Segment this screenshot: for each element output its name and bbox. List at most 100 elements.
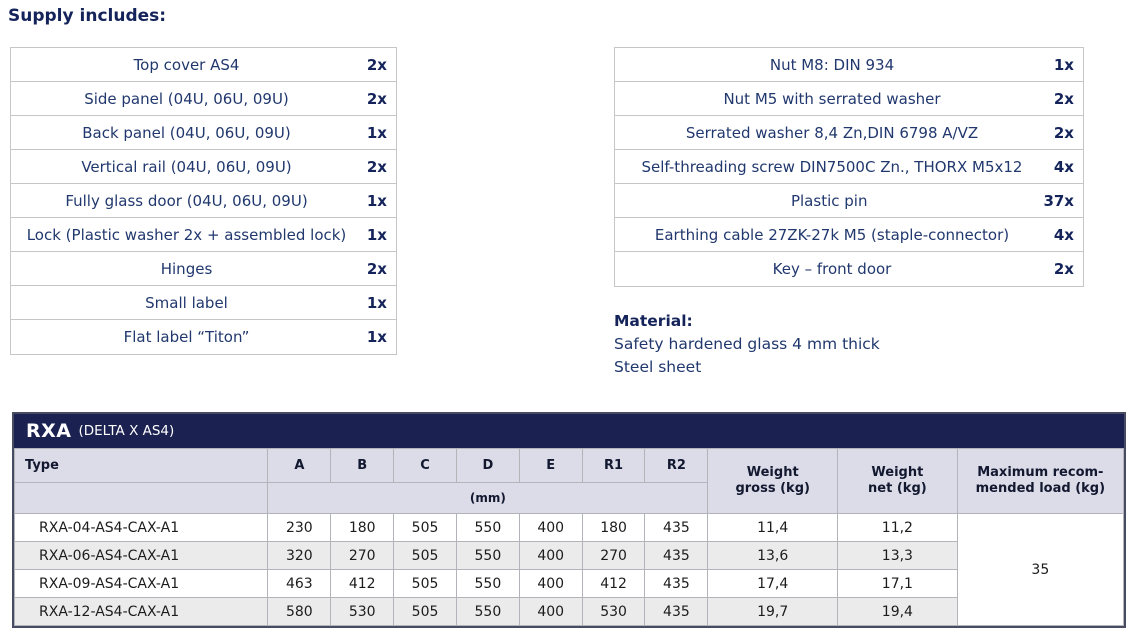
- spec-table-subtitle: (DELTA X AS4): [78, 423, 175, 439]
- material-line: Safety hardened glass 4 mm thick: [614, 335, 880, 353]
- supply-item-row: Side panel (04U, 06U, 09U) 2x: [11, 82, 396, 116]
- spec-cell: 320: [267, 541, 332, 570]
- supply-item-qty: 1x: [366, 328, 387, 346]
- spec-cell: 19,4: [837, 597, 958, 626]
- spec-row: RXA-09-AS4-CAX-A1 463 412 505 550 400 41…: [13, 569, 1124, 598]
- supply-item-name: Back panel (04U, 06U, 09U): [82, 123, 291, 142]
- supply-item-row: Top cover AS4 2x: [11, 48, 396, 82]
- supply-item-name: Small label: [145, 293, 228, 312]
- supply-item-name: Lock (Plastic washer 2x + assembled lock…: [26, 225, 347, 244]
- spec-cell: 400: [518, 569, 583, 598]
- supply-item-name: Top cover AS4: [133, 55, 240, 74]
- supply-item-name: Nut M8: DIN 934: [769, 55, 895, 74]
- supply-item-qty: 2x: [1053, 260, 1074, 278]
- spec-cell: 412: [581, 569, 646, 598]
- spec-cell: 270: [581, 541, 646, 570]
- spec-cell: 400: [518, 541, 583, 570]
- supply-item-name: Earthing cable 27ZK-27k M5 (staple-conne…: [654, 225, 1010, 244]
- col-header-d: D: [455, 448, 520, 483]
- type-unit-spacer: [13, 482, 269, 514]
- spec-cell: 400: [518, 597, 583, 626]
- supply-item-row: Nut M5 with serrated washer 2x: [615, 82, 1083, 116]
- supply-item-qty: 2x: [366, 55, 387, 74]
- supply-item-qty: 2x: [366, 157, 387, 176]
- spec-cell: 11,2: [837, 513, 958, 542]
- spec-cell: 550: [455, 569, 520, 598]
- spec-table: RXA (DELTA X AS4) Type A B C D E R1 R2: [12, 412, 1126, 628]
- supply-item-row: Earthing cable 27ZK-27k M5 (staple-conne…: [615, 218, 1083, 252]
- spec-row: RXA-04-AS4-CAX-A1 230 180 505 550 400 18…: [13, 513, 1125, 626]
- supply-list-right: Nut M8: DIN 934 1x Nut M5 with serrated …: [614, 47, 1084, 287]
- supply-item-row: Back panel (04U, 06U, 09U) 1x: [11, 116, 396, 150]
- supply-item-name: Fully glass door (04U, 06U, 09U): [65, 191, 308, 210]
- supply-item-qty: 2x: [1053, 89, 1074, 108]
- supply-item-row: Small label 1x: [11, 286, 396, 320]
- supply-item-name: Nut M5 with serrated washer: [723, 89, 941, 108]
- col-header-r1: R1: [581, 448, 646, 483]
- supply-item-name: Plastic pin: [790, 191, 868, 210]
- col-header-weight-gross: Weight gross (kg): [707, 448, 839, 514]
- supply-item-name: Vertical rail (04U, 06U, 09U): [81, 157, 292, 176]
- col-header-c: C: [393, 448, 457, 483]
- spec-cell: 505: [393, 541, 457, 570]
- spec-cell: 463: [267, 569, 332, 598]
- supply-item-row: Fully glass door (04U, 06U, 09U) 1x: [11, 184, 396, 218]
- spec-cell: 550: [455, 597, 520, 626]
- max-load-value: 35: [956, 513, 1125, 626]
- spec-cell-type: RXA-04-AS4-CAX-A1: [13, 513, 269, 542]
- material-section: Material: Safety hardened glass 4 mm thi…: [614, 312, 880, 379]
- supply-item-row: Hinges 2x: [11, 252, 396, 286]
- supply-item-name: Self-threading screw DIN7500C Zn., THORX…: [641, 157, 1023, 176]
- spec-cell: 400: [518, 513, 583, 542]
- spec-row: RXA-06-AS4-CAX-A1 320 270 505 550 400 27…: [13, 541, 1124, 570]
- supply-item-name: Key – front door: [772, 260, 892, 278]
- supply-item-qty: 2x: [366, 259, 387, 278]
- supply-item-qty: 1x: [366, 225, 387, 244]
- supply-item-name: Flat label “Titon”: [123, 328, 250, 346]
- spec-cell: 17,1: [837, 569, 958, 598]
- unit-row-label: (mm): [267, 482, 709, 514]
- spec-cell: 505: [393, 597, 457, 626]
- col-header-e: E: [518, 448, 583, 483]
- spec-table-title: RXA: [26, 420, 72, 442]
- spec-cell: 435: [644, 569, 709, 598]
- spec-cell: 530: [330, 597, 395, 626]
- supply-item-qty: 2x: [366, 89, 387, 108]
- supply-item-row: Plastic pin 37x: [615, 184, 1083, 218]
- col-header-a: A: [267, 448, 332, 483]
- spec-cell: 13,3: [837, 541, 958, 570]
- material-heading: Material:: [614, 312, 693, 330]
- spec-cell: 230: [267, 513, 332, 542]
- spec-cell: 505: [393, 569, 457, 598]
- col-header-max-load: Maximum recom- mended load (kg): [956, 448, 1125, 514]
- supply-item-name: Hinges: [160, 259, 213, 278]
- supply-item-qty: 4x: [1053, 225, 1074, 244]
- supply-item-qty: 1x: [366, 293, 387, 312]
- spec-cell-type: RXA-06-AS4-CAX-A1: [13, 541, 269, 570]
- spec-cell: 435: [644, 597, 709, 626]
- supply-item-row: Self-threading screw DIN7500C Zn., THORX…: [615, 150, 1083, 184]
- col-header-weight-net: Weight net (kg): [837, 448, 958, 514]
- spec-cell-type: RXA-12-AS4-CAX-A1: [13, 597, 269, 626]
- supply-item-qty: 4x: [1053, 157, 1074, 176]
- supply-item-row: Lock (Plastic washer 2x + assembled lock…: [11, 218, 396, 252]
- col-header-r2: R2: [644, 448, 709, 483]
- spec-cell: 180: [330, 513, 395, 542]
- spec-cell: 550: [455, 541, 520, 570]
- spec-cell: 13,6: [707, 541, 839, 570]
- col-header-b: B: [330, 448, 395, 483]
- supply-item-qty: 37x: [1043, 191, 1074, 210]
- spec-cell: 180: [581, 513, 646, 542]
- spec-cell: 530: [581, 597, 646, 626]
- supply-item-qty: 1x: [366, 123, 387, 142]
- spec-cell-type: RXA-09-AS4-CAX-A1: [13, 569, 269, 598]
- spec-cell: 580: [267, 597, 332, 626]
- supply-item-row: Nut M8: DIN 934 1x: [615, 48, 1083, 82]
- supply-list-left: Top cover AS4 2x Side panel (04U, 06U, 0…: [10, 47, 397, 355]
- page-title: Supply includes:: [8, 6, 167, 26]
- spec-cell: 435: [644, 513, 709, 542]
- supply-item-name: Serrated washer 8,4 Zn,DIN 6798 A/VZ: [685, 123, 979, 142]
- spec-cell: 412: [330, 569, 395, 598]
- supply-item-row: Flat label “Titon” 1x: [11, 320, 396, 354]
